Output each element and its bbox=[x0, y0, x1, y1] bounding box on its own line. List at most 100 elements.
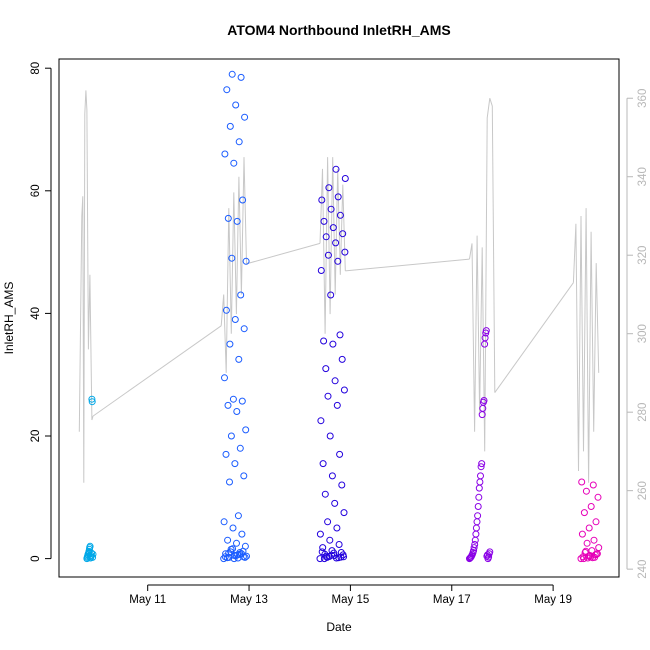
data-point bbox=[329, 340, 337, 348]
data-point bbox=[223, 86, 231, 94]
x-axis-label: Date bbox=[326, 620, 352, 634]
data-point bbox=[481, 340, 489, 348]
data-point bbox=[224, 214, 232, 222]
data-point bbox=[585, 524, 593, 532]
data-point bbox=[88, 549, 95, 557]
data-point bbox=[582, 487, 590, 495]
line-series-segment-5 bbox=[345, 258, 470, 272]
data-point bbox=[333, 401, 341, 409]
data-point bbox=[320, 337, 328, 345]
data-point bbox=[476, 478, 484, 486]
y-tick-label: 0 bbox=[30, 555, 42, 561]
data-point bbox=[485, 553, 493, 561]
data-point bbox=[477, 472, 484, 480]
data-point bbox=[228, 70, 236, 78]
data-point bbox=[324, 518, 332, 526]
data-point bbox=[474, 512, 482, 520]
data-point bbox=[329, 224, 337, 232]
data-point bbox=[234, 512, 242, 520]
data-point bbox=[223, 554, 231, 562]
data-point bbox=[595, 544, 603, 552]
data-point bbox=[481, 334, 489, 342]
data-point bbox=[233, 217, 241, 225]
data-point bbox=[233, 408, 241, 415]
data-point bbox=[486, 548, 494, 556]
data-point bbox=[578, 530, 586, 538]
data-point bbox=[480, 397, 488, 404]
line-series-segment-3 bbox=[248, 242, 321, 264]
data-point bbox=[88, 395, 96, 403]
data-point bbox=[231, 460, 239, 468]
data-point bbox=[89, 553, 97, 561]
data-point bbox=[326, 536, 334, 544]
data-point bbox=[236, 444, 244, 452]
y-tick-label: 60 bbox=[30, 184, 42, 197]
data-point bbox=[241, 553, 249, 561]
data-point bbox=[317, 267, 325, 274]
y2-tick-label: 340 bbox=[637, 167, 649, 186]
data-point bbox=[587, 503, 595, 510]
y-tick-label: 40 bbox=[30, 307, 42, 320]
data-point bbox=[326, 432, 334, 440]
data-point bbox=[87, 552, 95, 559]
data-point bbox=[325, 184, 333, 192]
data-point bbox=[335, 541, 343, 548]
data-point bbox=[231, 316, 239, 323]
x-tick-label: May 15 bbox=[332, 594, 370, 606]
data-point bbox=[320, 217, 328, 225]
y2-tick-label: 280 bbox=[637, 403, 649, 422]
data-point bbox=[341, 175, 349, 182]
line-series-segment-8 bbox=[572, 208, 600, 483]
data-point bbox=[222, 306, 230, 314]
data-point bbox=[322, 365, 330, 373]
x-tick-label: May 11 bbox=[129, 594, 166, 606]
data-point bbox=[238, 530, 246, 538]
data-point bbox=[580, 555, 588, 563]
data-point bbox=[226, 478, 233, 486]
data-point bbox=[470, 544, 478, 552]
data-point bbox=[240, 472, 248, 480]
y2-tick-label: 240 bbox=[637, 560, 649, 579]
data-point bbox=[474, 503, 482, 510]
data-point bbox=[230, 159, 238, 167]
data-point bbox=[327, 291, 335, 299]
data-point bbox=[316, 530, 324, 538]
data-point bbox=[319, 460, 327, 468]
line-series-segment-6 bbox=[469, 98, 496, 452]
data-point bbox=[226, 340, 234, 348]
y2-tick-label: 300 bbox=[637, 324, 649, 343]
data-point bbox=[324, 392, 332, 400]
data-point bbox=[336, 331, 344, 339]
data-point bbox=[577, 555, 585, 563]
x-tick-label: May 19 bbox=[534, 594, 572, 606]
data-point bbox=[321, 490, 329, 498]
data-point bbox=[338, 355, 346, 363]
y-tick-label: 20 bbox=[30, 430, 42, 443]
data-point bbox=[330, 549, 338, 557]
chart-title: ATOM4 Northbound InletRH_AMS bbox=[227, 22, 450, 38]
line-series-segment-2 bbox=[220, 157, 249, 373]
data-point bbox=[322, 233, 330, 241]
y2-tick-label: 320 bbox=[637, 246, 649, 265]
data-point bbox=[475, 484, 483, 492]
data-point bbox=[324, 251, 332, 259]
data-point bbox=[317, 417, 325, 425]
data-point bbox=[233, 539, 240, 547]
data-point bbox=[328, 472, 336, 480]
data-point bbox=[335, 554, 343, 562]
data-point bbox=[482, 327, 490, 335]
data-point bbox=[594, 493, 602, 501]
data-point bbox=[333, 524, 341, 532]
data-point bbox=[327, 205, 335, 213]
data-point bbox=[332, 239, 340, 247]
data-point bbox=[241, 113, 249, 121]
data-point bbox=[228, 254, 236, 262]
y2-tick-label: 360 bbox=[637, 89, 649, 108]
data-point bbox=[88, 398, 96, 406]
y-axis-label: InletRH_AMS bbox=[2, 282, 16, 355]
data-point bbox=[325, 553, 333, 560]
data-point bbox=[334, 257, 342, 265]
data-point bbox=[318, 548, 326, 556]
data-point bbox=[323, 552, 331, 560]
data-point bbox=[331, 499, 339, 507]
